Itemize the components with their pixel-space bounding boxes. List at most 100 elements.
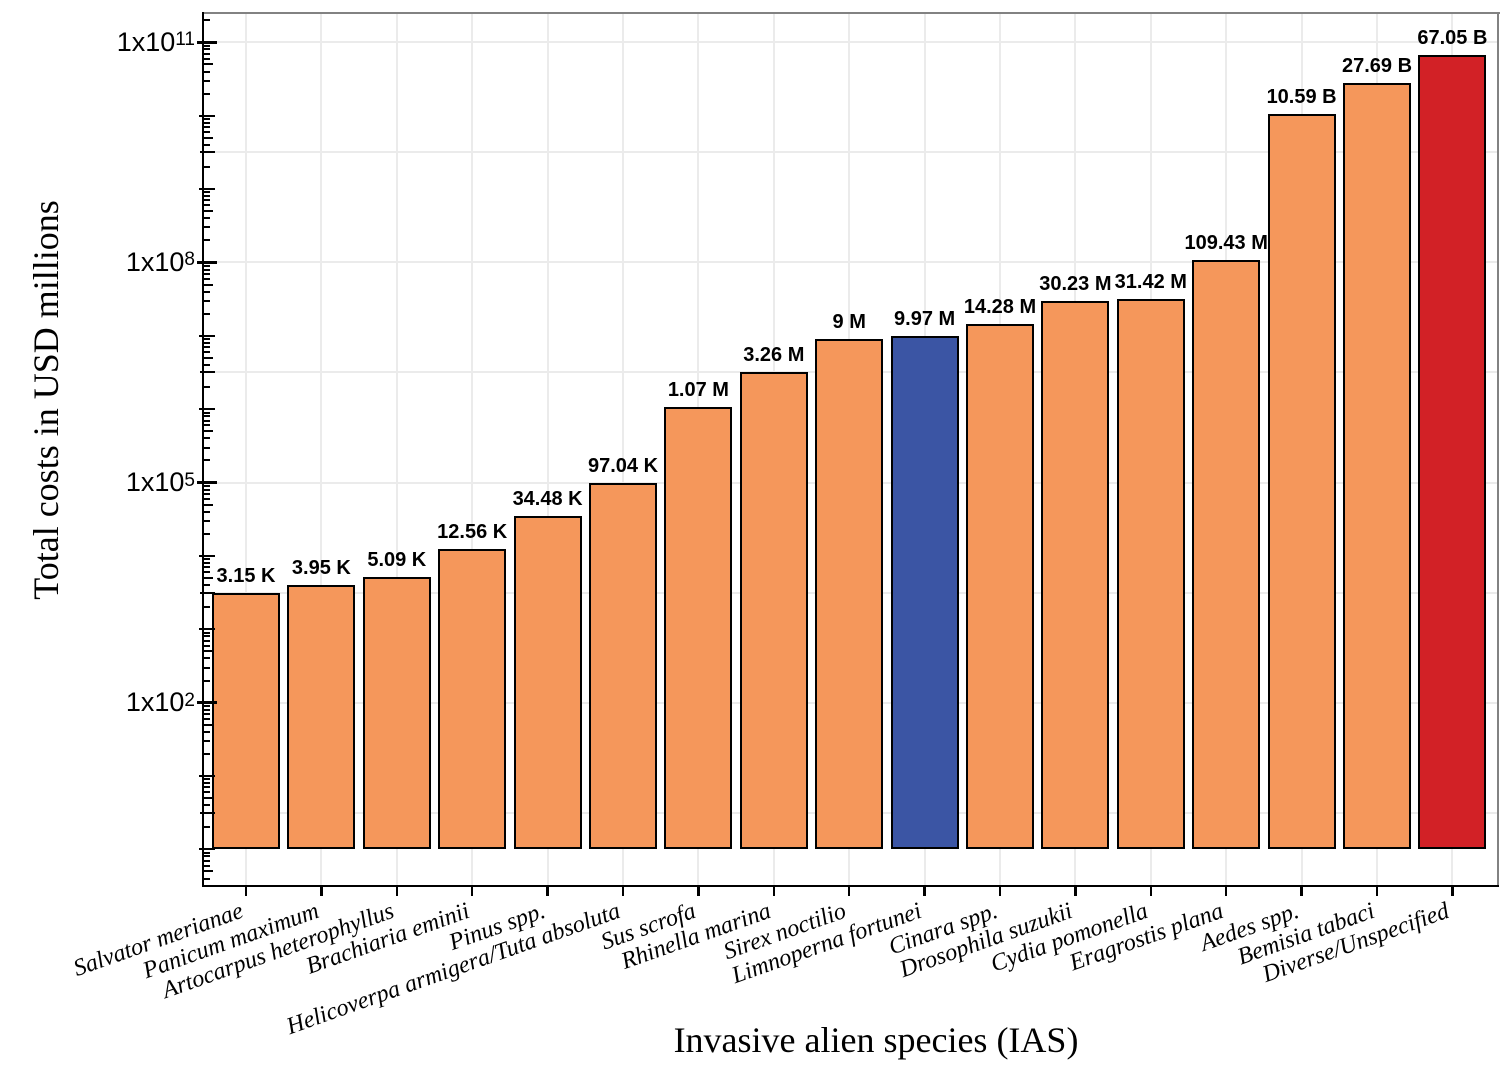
y-minor-tick [203, 510, 210, 513]
y-minor-tick [203, 92, 210, 95]
y-minor-tick [203, 363, 210, 366]
bar-cydia-pomonella [1116, 299, 1185, 850]
y-minor-tick [203, 791, 210, 794]
y-minor-tick [203, 437, 210, 440]
y-decade-tick [199, 408, 215, 411]
y-minor-tick [203, 19, 210, 22]
y-minor-tick [203, 338, 210, 341]
y-minor-tick [203, 786, 210, 789]
bar-value-label: 3.26 M [743, 343, 805, 366]
y-minor-tick [203, 797, 213, 800]
y-minor-tick [203, 52, 210, 55]
bar-brachiaria-eminii [438, 548, 507, 850]
bar-sus-scrofa [664, 406, 733, 850]
y-decade-tick [199, 628, 215, 631]
bar-drosophila-suzukii [1041, 300, 1110, 850]
bar-value-label: 1.07 M [667, 378, 729, 401]
y-tick-label: 1x10 2 [125, 687, 195, 718]
x-tick [621, 886, 625, 896]
y-minor-tick [203, 484, 210, 487]
bar-value-label: 9.97 M [894, 307, 956, 330]
y-minor-tick [203, 204, 210, 207]
y-minor-tick [203, 356, 213, 359]
bar-helicoverpa-armigera-tuta-absoluta [589, 483, 657, 850]
y-minor-tick [203, 424, 210, 427]
y-minor-tick [203, 446, 210, 449]
bar-value-label: 5.09 K [367, 549, 427, 572]
bar-value-label: 67.05 B [1417, 27, 1488, 50]
x-gridline [471, 13, 474, 886]
plot-frame-bottom [201, 884, 1499, 888]
y-minor-tick [203, 571, 210, 574]
y-minor-tick [203, 415, 210, 418]
y-minor-tick [203, 635, 210, 638]
y-decade-tick [199, 114, 215, 117]
y-minor-tick [203, 739, 210, 742]
y-decade-tick [199, 554, 215, 557]
y-decade-tick [199, 774, 215, 777]
x-tick [1224, 886, 1228, 896]
y-minor-tick [203, 217, 210, 220]
x-tick [1375, 886, 1379, 896]
x-gridline [320, 13, 323, 886]
x-tick [470, 886, 474, 896]
x-tick [697, 886, 700, 896]
y-minor-tick [203, 561, 210, 564]
y-minor-tick [203, 730, 210, 733]
bar-value-label: 34.48 K [512, 488, 583, 511]
y-minor-tick [203, 606, 210, 609]
x-tick [1074, 886, 1077, 896]
y-minor-tick [203, 666, 210, 669]
bar-value-label: 3.95 K [291, 557, 351, 580]
y-minor-tick [203, 631, 210, 634]
y-minor-tick [203, 566, 210, 569]
plot-frame-left [201, 12, 204, 886]
bar-cinara-spp- [966, 324, 1034, 850]
y-minor-tick [203, 226, 210, 229]
y-minor-tick [203, 712, 210, 715]
plot-frame-top [202, 12, 1500, 14]
y-minor-tick [203, 782, 210, 785]
y-minor-tick [203, 411, 210, 414]
x-gridline [395, 13, 398, 886]
y-minor-tick [203, 199, 210, 202]
x-tick [998, 886, 1002, 896]
bar-value-label: 9 M [832, 311, 866, 334]
y-minor-tick [203, 644, 210, 647]
y-minor-tick [203, 584, 210, 587]
y-minor-tick [203, 63, 213, 66]
y-minor-tick [203, 48, 210, 51]
y-decade-tick [199, 848, 215, 851]
y-minor-tick [203, 210, 213, 213]
y-minor-tick [203, 558, 210, 561]
bar-sirex-noctilio [815, 339, 884, 850]
y-major-tick [197, 701, 217, 705]
y-minor-tick [203, 290, 210, 293]
y-minor-tick [203, 488, 210, 491]
bar-value-label: 97.04 K [587, 455, 659, 478]
y-minor-tick [203, 341, 210, 344]
y-minor-tick [203, 497, 210, 500]
bar-salvator-merianae [212, 592, 280, 850]
x-gridline [546, 13, 549, 886]
y-minor-tick [203, 532, 210, 535]
y-minor-tick [203, 264, 210, 267]
bar-value-label: 10.59 B [1266, 85, 1337, 108]
x-tick [1300, 886, 1303, 896]
y-minor-tick [203, 870, 213, 873]
bar-aedes-spp- [1267, 113, 1336, 850]
y-minor-tick [203, 717, 210, 720]
x-axis-title: Invasive alien species (IAS) [673, 1020, 1079, 1060]
y-minor-tick [203, 165, 210, 168]
y-gridline [203, 151, 1498, 154]
y-minor-tick [203, 351, 210, 354]
y-major-tick [197, 481, 217, 484]
x-tick [847, 886, 851, 896]
bar-value-label: 27.69 B [1341, 55, 1413, 78]
y-minor-tick [203, 459, 210, 462]
x-tick [546, 886, 549, 896]
y-minor-tick [203, 576, 213, 579]
y-minor-tick [203, 704, 210, 707]
bar-diverse-unspecified [1418, 55, 1487, 850]
